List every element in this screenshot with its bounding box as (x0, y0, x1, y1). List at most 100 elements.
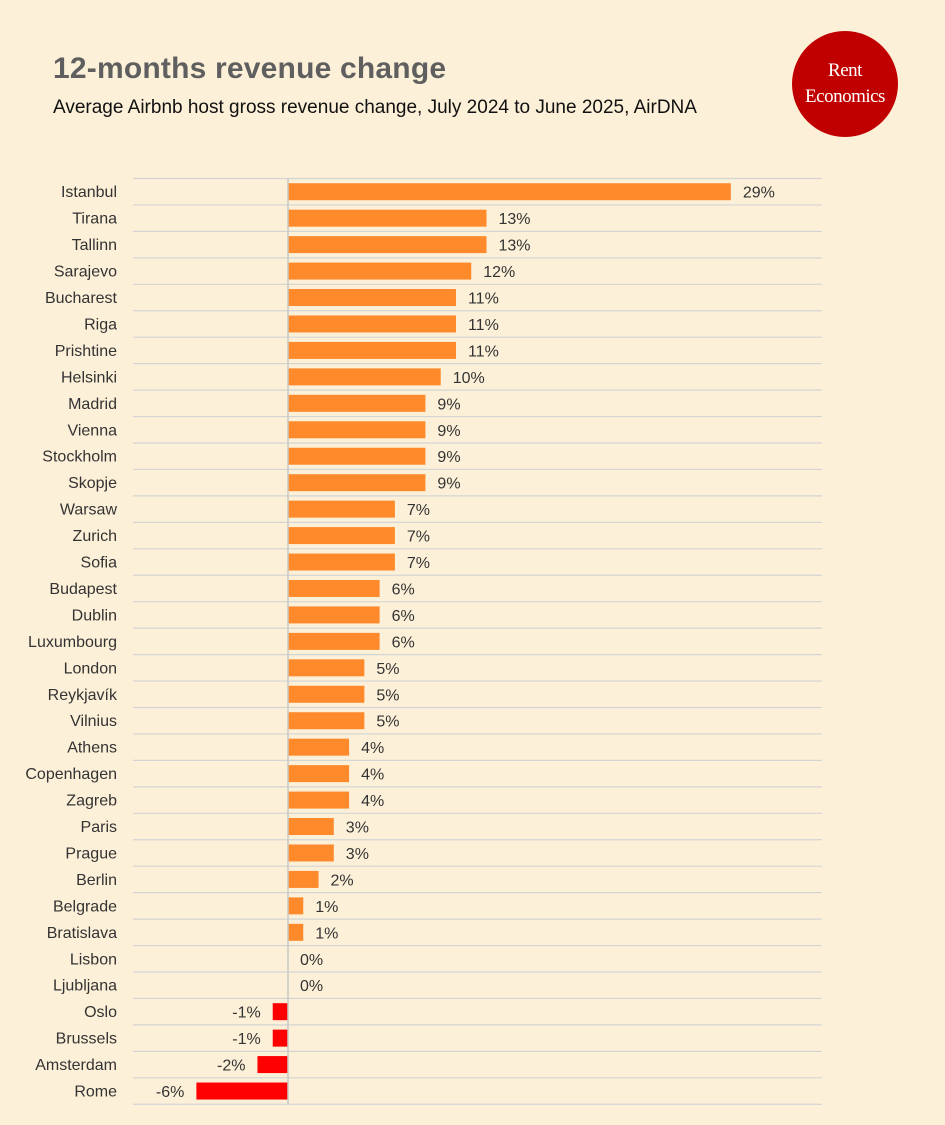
category-label: Vilnius (70, 713, 117, 730)
value-label: 9% (437, 396, 460, 413)
value-label: 6% (392, 608, 415, 625)
rent-economics-logo: Rent Economics (792, 31, 898, 137)
chart-subtitle: Average Airbnb host gross revenue change… (53, 97, 697, 118)
bar (288, 447, 426, 465)
bar (288, 289, 456, 307)
value-label: 6% (392, 634, 415, 651)
value-label: 3% (346, 820, 369, 837)
bar (288, 579, 380, 597)
category-label: Copenhagen (25, 766, 117, 783)
value-label: 7% (407, 502, 430, 519)
category-label: Riga (84, 316, 117, 333)
value-label: 3% (346, 846, 369, 863)
bar (288, 870, 319, 888)
value-label: 11% (468, 343, 499, 360)
category-label: Dublin (72, 607, 117, 624)
category-label: Budapest (49, 581, 117, 598)
category-label: Luxumbourg (28, 634, 117, 651)
value-label: 0% (300, 952, 323, 969)
value-label: 5% (376, 687, 399, 704)
value-label: 9% (437, 449, 460, 466)
value-label: 7% (407, 529, 430, 546)
bar (288, 659, 365, 677)
category-label: Belgrade (53, 898, 117, 915)
category-label: Brussels (56, 1031, 117, 1048)
bar (288, 183, 731, 201)
value-label: 29% (743, 185, 775, 202)
category-label: Berlin (76, 872, 117, 889)
value-label: -1% (232, 1031, 260, 1048)
category-label: Ljubljana (53, 978, 117, 995)
bar (272, 1029, 288, 1047)
category-label: Zagreb (66, 793, 117, 810)
bar (288, 341, 456, 359)
category-label: Zurich (73, 528, 117, 545)
category-label: Warsaw (60, 502, 118, 519)
bar (288, 818, 334, 836)
category-label: Prague (65, 845, 117, 862)
category-label: Stockholm (42, 449, 117, 466)
value-label: 13% (499, 211, 531, 228)
bar (288, 685, 365, 703)
category-label: Istanbul (61, 184, 117, 201)
category-label: Bratislava (47, 925, 117, 942)
bar (288, 765, 350, 783)
bar (288, 606, 380, 624)
category-label: Helsinki (61, 369, 117, 386)
category-label: Rome (74, 1084, 117, 1101)
value-label: 5% (376, 661, 399, 678)
value-label: 6% (392, 581, 415, 598)
value-label: 9% (437, 423, 460, 440)
bar (288, 262, 472, 280)
value-label: 1% (315, 925, 338, 942)
bar (288, 394, 426, 412)
chart-title: 12-months revenue change (53, 52, 447, 85)
category-label: Amsterdam (35, 1057, 117, 1074)
category-label: Sofia (81, 555, 118, 572)
bar (288, 474, 426, 492)
value-label: 11% (468, 291, 499, 308)
bar (288, 738, 350, 756)
bar (196, 1082, 288, 1100)
logo-line-2: Economics (805, 86, 885, 107)
bar (288, 315, 456, 333)
category-label: London (64, 660, 117, 677)
value-label: 5% (376, 714, 399, 731)
value-label: 1% (315, 899, 338, 916)
value-label: 7% (407, 555, 430, 572)
value-label: 11% (468, 317, 499, 334)
category-label: Vienna (67, 422, 117, 439)
value-label: 0% (300, 978, 323, 995)
category-label: Athens (67, 740, 117, 757)
value-label: -1% (232, 1005, 260, 1022)
bar (288, 897, 304, 915)
value-label: 4% (361, 767, 384, 784)
value-label: 4% (361, 740, 384, 757)
category-label: Prishtine (55, 343, 117, 360)
value-label: 4% (361, 793, 384, 810)
value-label: 2% (331, 872, 354, 889)
bar (288, 632, 380, 650)
bar (288, 844, 334, 862)
bar (272, 1003, 288, 1021)
category-label: Reykjavík (48, 687, 118, 704)
category-label: Bucharest (45, 290, 118, 307)
bar (288, 209, 487, 227)
category-label: Sarajevo (54, 264, 117, 281)
category-label: Tallinn (72, 237, 117, 254)
logo-line-1: Rent (828, 60, 862, 81)
bar (288, 553, 395, 571)
bar (288, 236, 487, 254)
category-label: Lisbon (70, 951, 117, 968)
bar (288, 500, 395, 518)
value-label: -2% (217, 1058, 245, 1075)
value-label: -6% (156, 1084, 184, 1101)
bar (288, 923, 304, 941)
category-label: Paris (81, 819, 117, 836)
bar (288, 527, 395, 545)
category-label: Tirana (72, 211, 117, 228)
bar (288, 421, 426, 439)
value-label: 10% (453, 370, 485, 387)
category-label: Oslo (84, 1004, 117, 1021)
